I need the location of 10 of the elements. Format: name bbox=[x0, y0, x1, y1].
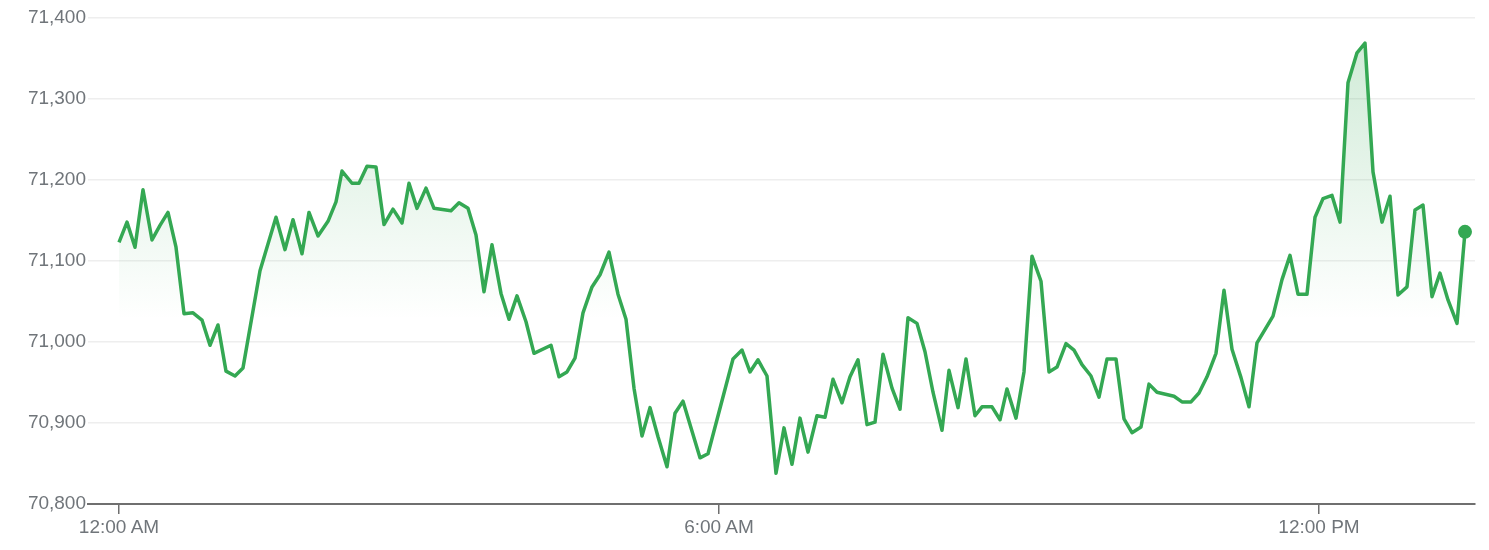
x-tick-label: 12:00 AM bbox=[78, 515, 160, 537]
x-tick-label: 12:00 PM bbox=[1278, 515, 1360, 537]
y-tick-label: 71,000 bbox=[27, 330, 86, 352]
y-tick-label: 71,200 bbox=[27, 168, 86, 190]
y-tick-label: 71,100 bbox=[27, 249, 86, 271]
y-tick-label: 70,900 bbox=[27, 411, 86, 433]
y-tick-label: 70,800 bbox=[27, 492, 86, 514]
x-tick-label: 6:00 AM bbox=[684, 515, 754, 537]
y-tick-label: 71,400 bbox=[27, 6, 86, 28]
y-tick-label: 71,300 bbox=[27, 87, 86, 109]
